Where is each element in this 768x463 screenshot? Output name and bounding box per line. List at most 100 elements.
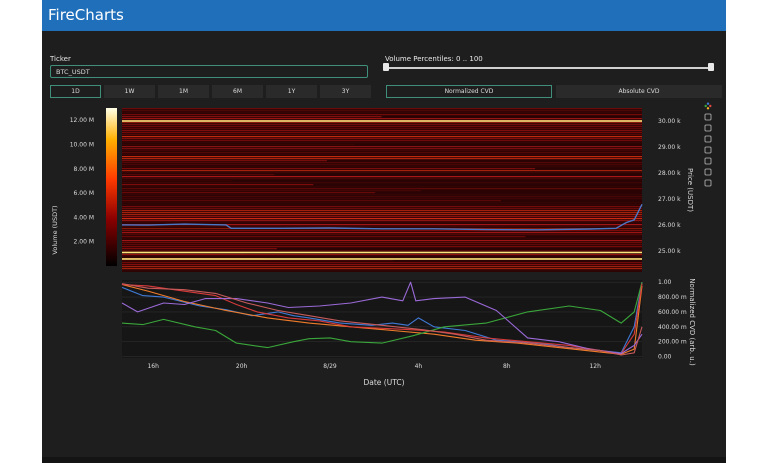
heatmap-band xyxy=(122,218,642,220)
heatmap-band xyxy=(122,232,642,234)
heatmap-band xyxy=(122,156,642,158)
timeframe-button-1m[interactable]: 1M xyxy=(158,85,209,98)
heatmap-band xyxy=(122,196,642,198)
volume-percentiles-slider[interactable] xyxy=(386,67,712,69)
date-axis-title: Date (UTC) xyxy=(363,378,404,387)
heatmap-band xyxy=(122,256,642,258)
heatmap-band xyxy=(122,118,642,120)
price-tick-label: 28.00 k xyxy=(658,170,681,177)
heatmap-band xyxy=(122,150,642,152)
date-tick-label: 12h xyxy=(589,363,601,370)
cvd-tick-label: 600.00 m xyxy=(658,309,687,316)
heatmap-band xyxy=(122,148,642,150)
colorbar-tick-label: 8.00 M xyxy=(74,166,94,173)
heatmap-band xyxy=(122,116,382,118)
heatmap-band xyxy=(122,184,314,186)
volume-heatmap[interactable] xyxy=(121,108,643,272)
price-line xyxy=(121,203,643,231)
cvd-tick-label: 800.00 m xyxy=(658,294,687,301)
heatmap-band xyxy=(122,112,642,114)
heatmap-band xyxy=(122,202,642,204)
plotly-logo-icon[interactable] xyxy=(704,102,712,110)
heatmap-band xyxy=(122,132,642,134)
timeframe-button-6m[interactable]: 6M xyxy=(212,85,263,98)
heatmap-band xyxy=(122,206,642,208)
heatmap-band xyxy=(122,126,642,128)
absolute-cvd-button[interactable]: Absolute CVD xyxy=(556,85,722,98)
cvd-axis-title: Normalized CVD (arb. u.) xyxy=(688,278,696,366)
zoom-icon[interactable] xyxy=(704,124,712,132)
heatmap-band xyxy=(122,168,536,170)
zoom-in-icon[interactable] xyxy=(704,135,712,143)
date-tick-label: 4h xyxy=(415,363,423,370)
colorbar-tick-label: 4.00 M xyxy=(74,214,94,221)
timeframe-button-1y[interactable]: 1Y xyxy=(266,85,317,98)
heatmap-band xyxy=(122,266,642,268)
ticker-input[interactable] xyxy=(50,65,368,78)
heatmap-band xyxy=(122,130,642,132)
heatmap-band xyxy=(122,260,394,262)
price-tick-label: 30.00 k xyxy=(658,118,681,125)
heatmap-band xyxy=(122,192,376,194)
app-title[interactable]: FireCharts xyxy=(48,6,124,24)
heatmap-band xyxy=(122,122,642,124)
heatmap-band xyxy=(122,238,642,240)
heatmap-band xyxy=(122,128,642,130)
cvd-tick-label: 1.00 xyxy=(658,279,672,286)
hover-icon[interactable] xyxy=(704,179,712,187)
heatmap-band xyxy=(122,110,642,112)
cvd-series-line xyxy=(121,281,643,355)
cvd-series-line xyxy=(121,282,643,349)
heatmap-band xyxy=(122,180,233,182)
slider-min-handle[interactable] xyxy=(383,63,389,71)
heatmap-band xyxy=(122,198,642,200)
compare-icon[interactable] xyxy=(704,168,712,176)
heatmap-band xyxy=(122,240,642,242)
date-tick-label: 8/29 xyxy=(323,363,337,370)
cvd-axis: 1.00 800.00 m 600.00 m 400.00 m 200.00 m 0.00… xyxy=(658,278,696,366)
normalized-cvd-button[interactable]: Normalized CVD xyxy=(386,85,552,98)
date-axis: 16h 20h 8/29 4h 8h 12h Date (UTC) xyxy=(147,363,601,387)
heatmap-bright-level xyxy=(122,251,642,254)
date-tick-label: 16h xyxy=(147,363,159,370)
pan-icon[interactable] xyxy=(704,113,712,121)
timeframe-button-1d[interactable]: 1D xyxy=(50,85,101,98)
heatmap-band xyxy=(122,144,355,146)
heatmap-band xyxy=(122,108,642,110)
heatmap-band xyxy=(122,164,642,166)
timeframe-button-3y[interactable]: 3Y xyxy=(320,85,371,98)
heatmap-band xyxy=(122,244,642,246)
heatmap-band xyxy=(122,114,642,116)
footer-strip xyxy=(42,457,726,463)
date-tick-label: 20h xyxy=(236,363,248,370)
heatmap-band xyxy=(122,124,642,126)
timeframe-button-1w[interactable]: 1W xyxy=(104,85,155,98)
chart-toolbar xyxy=(704,102,712,187)
heatmap-band xyxy=(122,166,642,168)
heatmap-band xyxy=(122,182,642,184)
heatmap-band xyxy=(122,250,642,252)
colorbar-title: Volume (USDT) xyxy=(51,205,59,254)
cvd-tick-label: 200.00 m xyxy=(658,339,687,346)
heatmap-band xyxy=(122,204,642,206)
date-tick-label: 8h xyxy=(503,363,511,370)
heatmap-band xyxy=(122,262,642,264)
heatmap-band xyxy=(122,152,642,154)
heatmap-band xyxy=(122,212,642,214)
heatmap-band xyxy=(122,214,642,216)
save-icon[interactable] xyxy=(704,157,712,165)
slider-max-handle[interactable] xyxy=(708,63,714,71)
heatmap-band xyxy=(122,268,642,270)
heatmap-band xyxy=(122,248,277,250)
heatmap-band xyxy=(122,188,642,190)
cvd-chart[interactable] xyxy=(121,280,643,358)
colorbar-tick-label: 10.00 M xyxy=(70,141,94,148)
heatmap-band xyxy=(122,230,642,232)
heatmap-band xyxy=(122,222,642,224)
reset-icon[interactable] xyxy=(704,146,712,154)
heatmap-band xyxy=(122,242,642,244)
price-axis-title: Price (USDT) xyxy=(686,168,694,212)
volume-percentiles-label: Volume Percentiles: 0 .. 100 xyxy=(385,55,483,63)
colorbar-tick-label: 2.00 M xyxy=(74,239,94,246)
heatmap-band xyxy=(122,136,642,138)
